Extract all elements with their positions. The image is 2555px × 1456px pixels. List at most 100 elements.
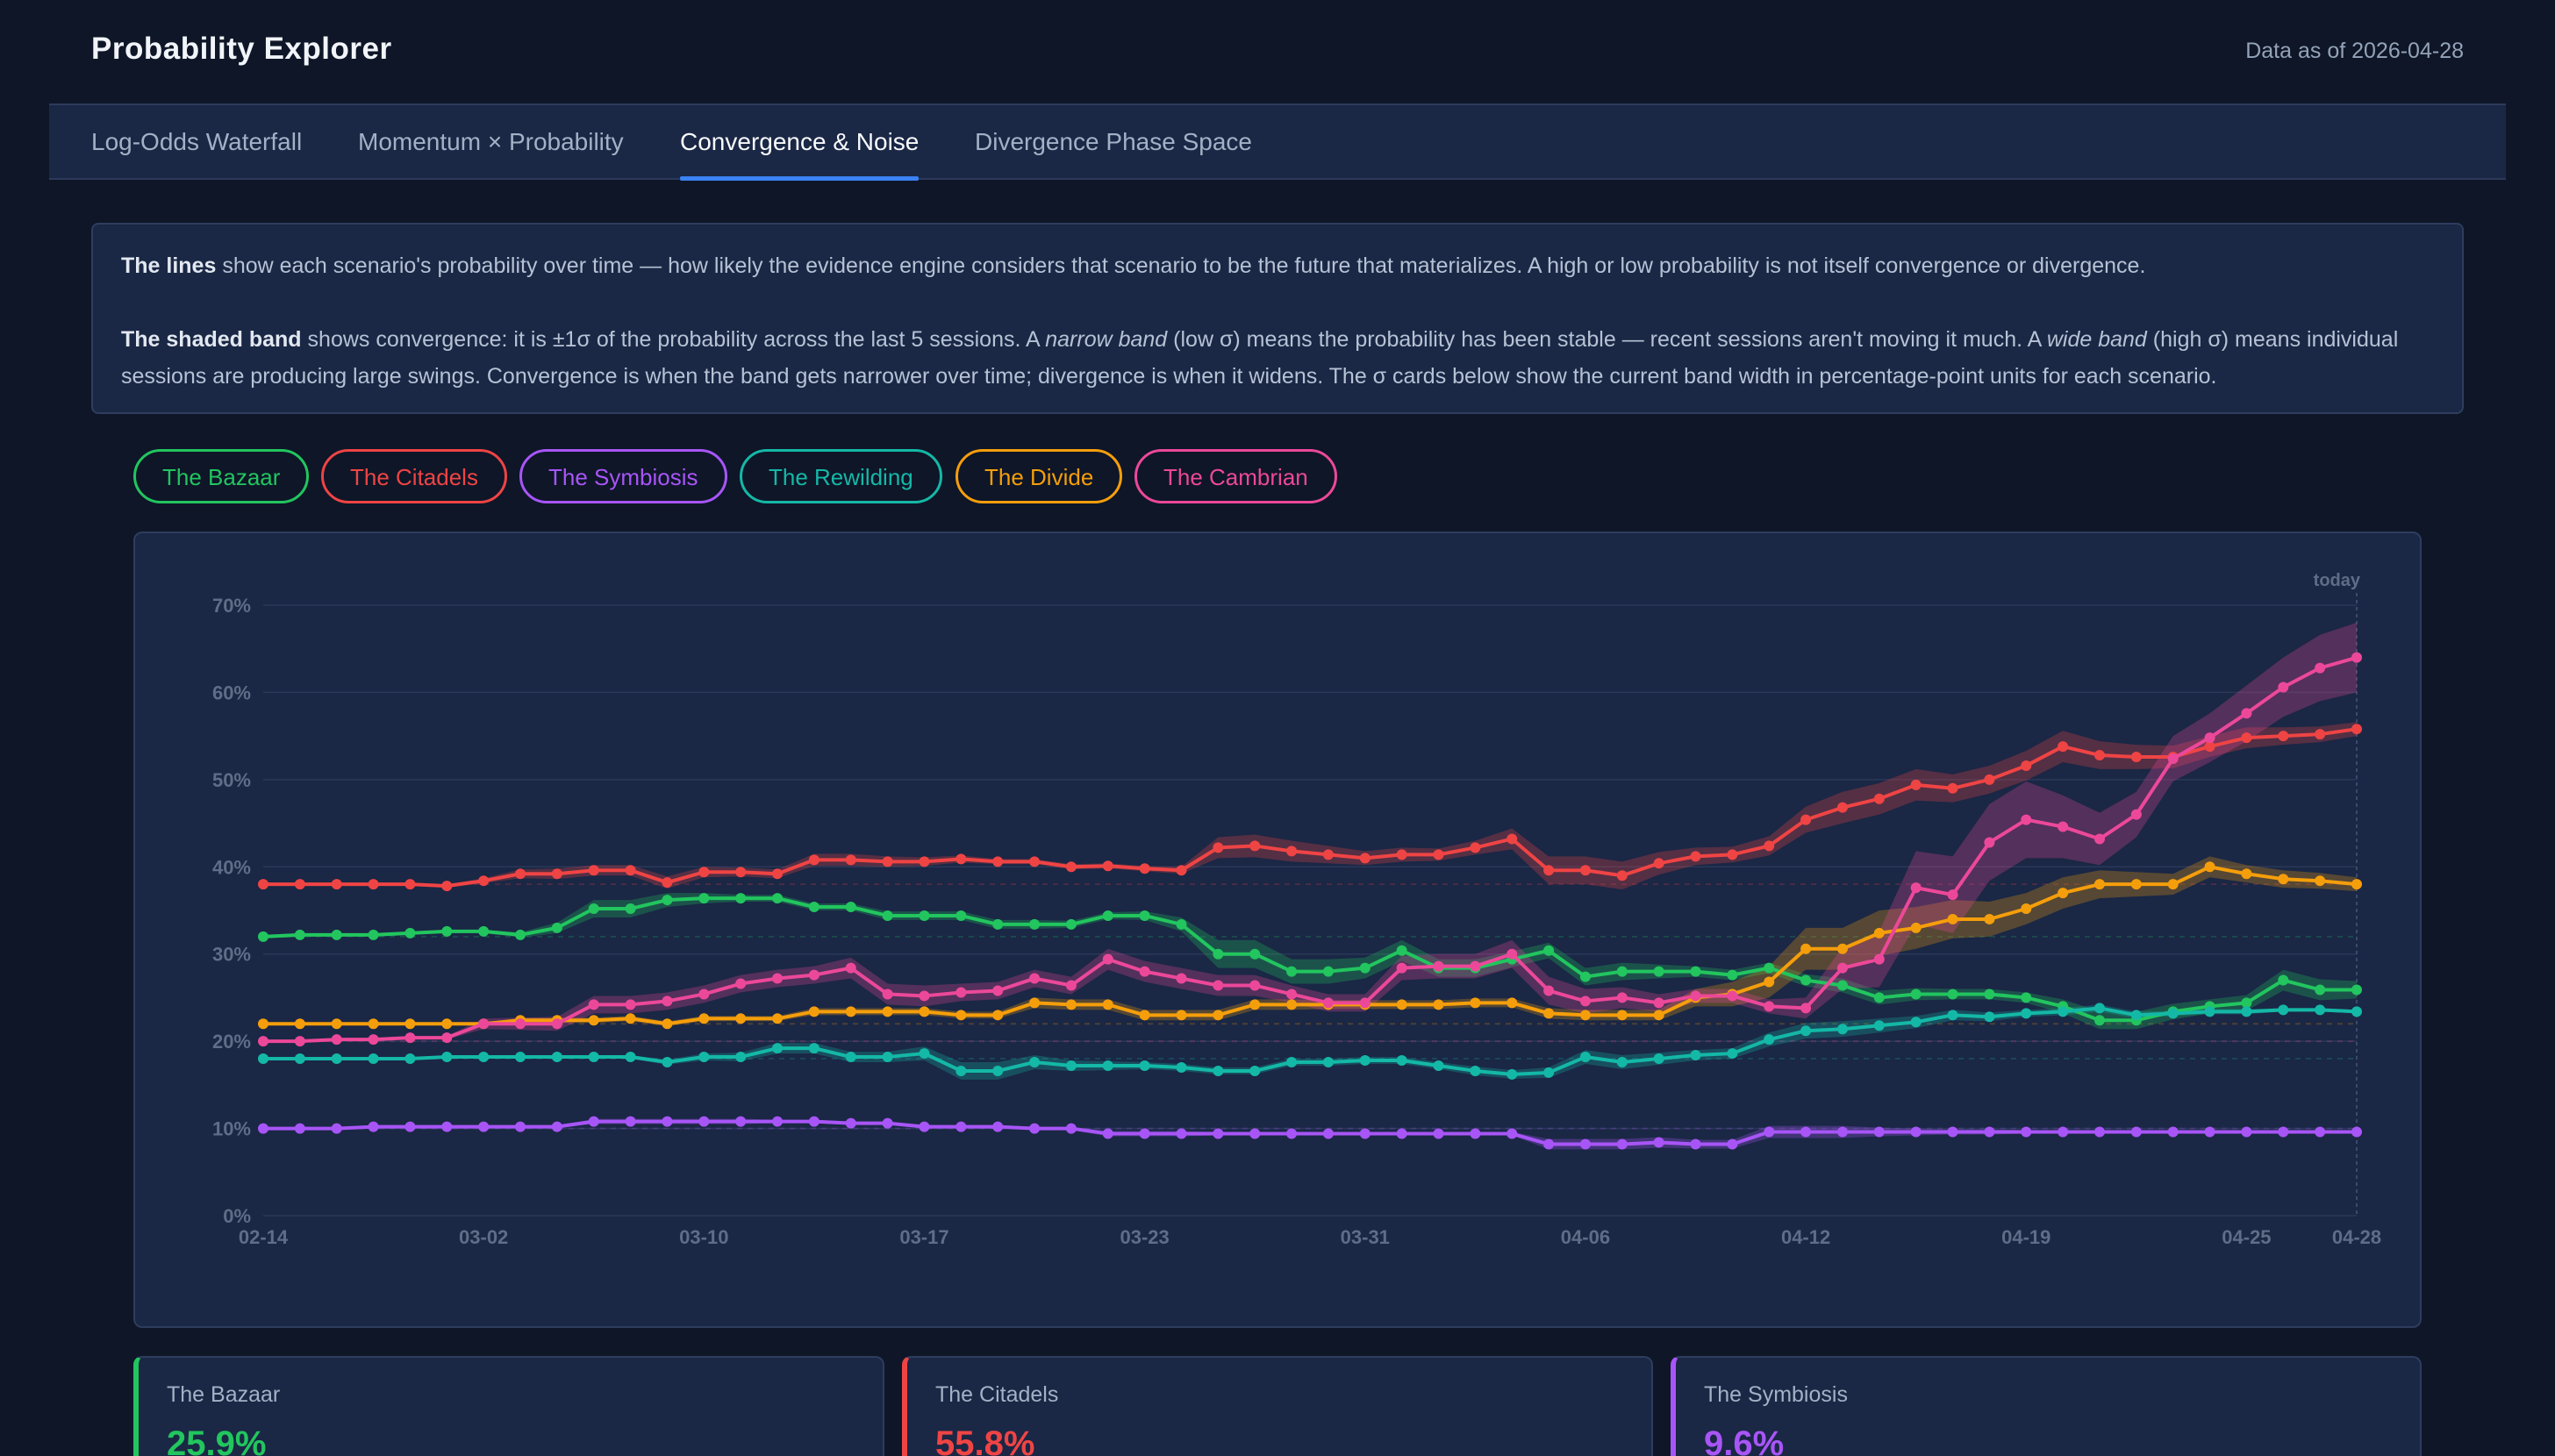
the-rewilding-point bbox=[1543, 1067, 1555, 1078]
the-divide-point bbox=[698, 1013, 710, 1024]
the-symbiosis-point bbox=[258, 1123, 268, 1134]
the-bazaar-point bbox=[1690, 966, 1701, 977]
the-symbiosis-point bbox=[1947, 1126, 1958, 1138]
toggle-the-cambrian[interactable]: The Cambrian bbox=[1134, 449, 1337, 503]
tab-log-odds-waterfall[interactable]: Log-Odds Waterfall bbox=[91, 128, 303, 155]
the-citadels-point bbox=[1102, 860, 1113, 872]
the-rewilding-point bbox=[478, 1052, 490, 1063]
the-symbiosis-point bbox=[1616, 1138, 1628, 1150]
the-symbiosis-point bbox=[625, 1116, 636, 1127]
the-bazaar-point bbox=[735, 893, 747, 904]
card-value: 55.8% bbox=[935, 1424, 1035, 1456]
the-divide-point bbox=[662, 1018, 673, 1030]
the-rewilding-point bbox=[1249, 1065, 1261, 1076]
card-label: The Citadels bbox=[935, 1382, 1059, 1407]
the-symbiosis-point bbox=[1984, 1126, 1995, 1138]
the-rewilding-point bbox=[441, 1052, 453, 1063]
the-bazaar-point bbox=[1984, 989, 1995, 1000]
the-divide-point bbox=[1764, 976, 1775, 988]
the-rewilding-point bbox=[2130, 1010, 2142, 1021]
the-cambrian-point bbox=[625, 999, 636, 1010]
the-bazaar-point bbox=[1396, 945, 1407, 956]
the-divide-point bbox=[808, 1006, 819, 1017]
the-citadels-point bbox=[1322, 849, 1334, 860]
the-bazaar-point bbox=[1873, 992, 1885, 1003]
the-bazaar-point bbox=[1102, 910, 1113, 921]
the-cambrian-point bbox=[1470, 960, 1481, 972]
the-rewilding-point bbox=[1984, 1011, 1995, 1023]
the-citadels-point bbox=[1836, 802, 1848, 813]
card-label: The Bazaar bbox=[167, 1382, 281, 1407]
the-divide-point bbox=[1543, 1008, 1555, 1019]
the-divide-point bbox=[1065, 999, 1077, 1010]
the-bazaar-point bbox=[992, 918, 1004, 930]
the-citadels-sigma-band bbox=[263, 722, 2357, 890]
the-divide-point bbox=[919, 1006, 930, 1017]
the-citadels-point bbox=[1873, 793, 1885, 804]
the-citadels-point bbox=[2315, 729, 2326, 740]
y-tick-label: 30% bbox=[212, 944, 251, 966]
the-rewilding-point bbox=[1800, 1025, 1812, 1037]
the-citadels-point bbox=[1249, 840, 1261, 852]
toggle-the-citadels[interactable]: The Citadels bbox=[321, 449, 507, 503]
today-label: today bbox=[2314, 571, 2361, 590]
the-divide-point bbox=[1947, 913, 1958, 924]
the-divide-point bbox=[955, 1010, 967, 1021]
tab-momentum-probability[interactable]: Momentum × Probability bbox=[358, 128, 624, 155]
toggle-the-rewilding[interactable]: The Rewilding bbox=[740, 449, 942, 503]
the-bazaar-point bbox=[404, 927, 416, 939]
tab-convergence-noise[interactable]: Convergence & Noise bbox=[680, 105, 920, 181]
the-bazaar-point bbox=[1727, 969, 1738, 981]
the-rewilding-point bbox=[1507, 1068, 1518, 1080]
the-cambrian-point bbox=[2278, 682, 2289, 693]
the-rewilding-point bbox=[955, 1065, 967, 1076]
the-divide-point bbox=[2351, 879, 2362, 890]
the-rewilding-point bbox=[368, 1053, 379, 1065]
the-citadels-point bbox=[331, 879, 342, 890]
x-tick-label: 02-14 bbox=[239, 1226, 289, 1248]
the-rewilding-point bbox=[2021, 1008, 2032, 1019]
explanation-lines: The lines show each scenario's probabili… bbox=[121, 253, 2146, 278]
the-symbiosis-point bbox=[1910, 1126, 1922, 1138]
the-bazaar-point bbox=[2351, 984, 2362, 996]
the-cambrian-point bbox=[1433, 960, 1444, 972]
the-cambrian-point bbox=[1690, 990, 1701, 1002]
the-cambrian-point bbox=[919, 990, 930, 1002]
the-divide-point bbox=[992, 1010, 1004, 1021]
the-citadels-point bbox=[294, 879, 305, 890]
the-divide-point bbox=[294, 1018, 305, 1030]
the-citadels-point bbox=[992, 856, 1004, 867]
y-tick-label: 70% bbox=[212, 595, 251, 617]
the-bazaar-point bbox=[845, 902, 856, 913]
the-bazaar-point bbox=[331, 929, 342, 940]
the-citadels-point bbox=[551, 868, 562, 880]
toggle-the-bazaar[interactable]: The Bazaar bbox=[133, 449, 310, 503]
toggle-the-symbiosis[interactable]: The Symbiosis bbox=[519, 449, 727, 503]
the-cambrian-point bbox=[992, 985, 1004, 996]
the-divide-point bbox=[1507, 997, 1518, 1009]
the-bazaar-point bbox=[2241, 997, 2252, 1009]
the-bazaar-point bbox=[2021, 992, 2032, 1003]
the-rewilding-point bbox=[2241, 1006, 2252, 1017]
the-bazaar-point bbox=[588, 903, 599, 915]
tab-divergence-phase-space[interactable]: Divergence Phase Space bbox=[975, 128, 1252, 155]
the-citadels-line bbox=[263, 727, 2358, 889]
the-rewilding-point bbox=[1139, 1060, 1150, 1071]
explanation-band: The shaded band shows convergence: it is… bbox=[121, 327, 2399, 389]
the-rewilding-point bbox=[735, 1052, 747, 1063]
the-cambrian-point bbox=[1139, 966, 1150, 977]
the-bazaar-point bbox=[2315, 984, 2326, 996]
the-bazaar-point bbox=[1322, 966, 1334, 977]
the-symbiosis-point bbox=[551, 1121, 562, 1132]
the-rewilding-point bbox=[1213, 1065, 1224, 1076]
the-citadels-point bbox=[1690, 851, 1701, 862]
the-bazaar-point bbox=[551, 922, 562, 933]
the-citadels-point bbox=[2130, 752, 2142, 763]
the-cambrian-point bbox=[1873, 953, 1885, 965]
x-tick-label: 04-25 bbox=[2222, 1226, 2271, 1248]
the-citadels-point bbox=[882, 856, 893, 867]
the-bazaar-point bbox=[1947, 989, 1958, 1000]
the-divide-point bbox=[2093, 879, 2105, 890]
toggle-the-divide[interactable]: The Divide bbox=[955, 449, 1123, 503]
the-rewilding-point bbox=[1836, 1024, 1848, 1035]
